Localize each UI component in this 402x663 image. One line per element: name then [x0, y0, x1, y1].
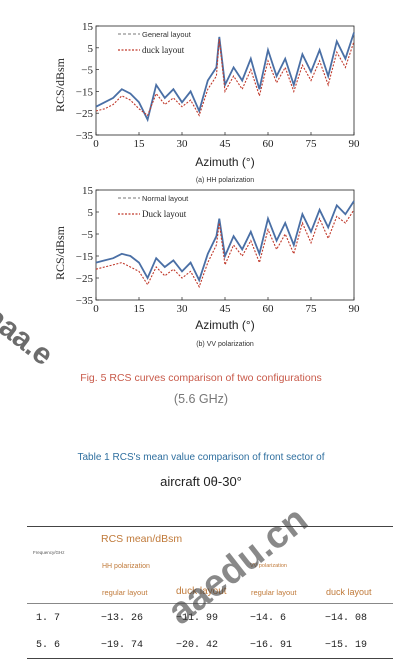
- series-general-line: [95, 32, 355, 123]
- y-tick-label: −5: [81, 229, 93, 241]
- plot-frame: [95, 189, 355, 301]
- figure-caption-freq: (5.6 GHz): [173, 392, 229, 406]
- x-tick-label: 15: [134, 303, 146, 315]
- table-cell: −20. 42: [176, 640, 219, 651]
- figure-caption: Fig. 5 RCS curves comparison of two conf…: [80, 372, 322, 384]
- x-axis-label-hh: Azimuth (°): [195, 155, 254, 169]
- x-tick-label: 75: [306, 138, 318, 150]
- y-tick-label: 15: [82, 21, 94, 33]
- panel-sublabel-vv: (b) VV polarization: [196, 341, 254, 348]
- legend-label-duck: duck layout: [142, 45, 185, 55]
- x-tick-label: 60: [263, 138, 275, 150]
- x-tick-label: 30: [177, 303, 189, 315]
- x-tick-label: 0: [93, 138, 99, 150]
- table-caption-sector: aircraft 0θ-30°: [160, 474, 242, 489]
- table-col-header: regular layout: [102, 588, 148, 597]
- table-freq-header: Frequency/GHz: [33, 550, 65, 555]
- table-col-header: duck layout: [176, 586, 227, 597]
- y-tick-label: −15: [76, 86, 94, 98]
- y-tick-label: −35: [76, 130, 94, 142]
- series-duck-line: [95, 209, 355, 289]
- y-tick-label: −35: [76, 295, 94, 307]
- x-tick-label: 15: [134, 138, 146, 150]
- series-duck-line: [95, 39, 355, 117]
- table-cell: −14. 08: [325, 613, 368, 624]
- table-top-rule: [27, 526, 393, 527]
- x-tick-label: 0: [93, 303, 99, 315]
- table-header-group: RCS mean/dBsm: [101, 533, 183, 545]
- y-tick-label: 15: [82, 185, 94, 197]
- table-cell: −13. 26: [101, 613, 144, 624]
- y-axis-label-hh: RCS/dBsm: [53, 57, 67, 112]
- y-axis-label-vv: RCS/dBsm: [53, 225, 67, 280]
- x-tick-label: 45: [220, 138, 232, 150]
- legend-label-general: Normal layout: [142, 194, 189, 203]
- y-tick-label: −15: [76, 251, 94, 263]
- x-tick-label: 75: [306, 303, 318, 315]
- y-tick-label: 5: [88, 43, 94, 55]
- table-vv-header: VV polarization: [250, 563, 287, 569]
- watermark-table: aaedu.cn: [160, 498, 316, 634]
- chart-hh: 0 15 30 45 60 75 90 15 5 −5 −15 −25 −35 General layou…: [53, 21, 361, 184]
- x-tick-label: 90: [349, 138, 361, 150]
- table-cell-freq: 1. 7: [36, 613, 61, 624]
- table-cell: −16. 91: [250, 640, 293, 651]
- y-tick-label: 5: [88, 207, 94, 219]
- x-tick-label: 45: [220, 303, 232, 315]
- legend-label-general: General layout: [142, 30, 192, 39]
- x-tick-label: 30: [177, 138, 189, 150]
- table-hh-header: HH polarization: [102, 563, 150, 570]
- y-tick-label: −5: [81, 65, 93, 77]
- x-tick-label: 60: [263, 303, 275, 315]
- table-col-header: regular layout: [251, 588, 297, 597]
- table-bottom-rule: [27, 658, 393, 659]
- table-cell: −15. 19: [325, 640, 368, 651]
- table-cell-freq: 5. 6: [36, 640, 61, 651]
- table-mid-rule: [27, 603, 393, 604]
- table-caption: Table 1 RCS's mean value comparison of f…: [77, 452, 325, 463]
- series-general-line: [95, 200, 355, 283]
- x-axis-label-vv: Azimuth (°): [195, 318, 254, 332]
- table-cell: −14. 6: [250, 613, 287, 624]
- y-tick-label: −25: [76, 108, 94, 120]
- legend-label-duck: Duck layout: [142, 209, 187, 219]
- panel-sublabel-hh: (a) HH polarization: [196, 177, 254, 184]
- x-tick-label: 90: [349, 303, 361, 315]
- table-col-header: duck layout: [326, 587, 372, 597]
- table-cell: −19. 74: [101, 640, 144, 651]
- y-tick-label: −25: [76, 273, 94, 285]
- chart-vv: 0 15 30 45 60 75 90 15 5 −5 −15 −25 −35 Normal layout…: [53, 185, 361, 348]
- table-cell: −11. 99: [176, 613, 219, 624]
